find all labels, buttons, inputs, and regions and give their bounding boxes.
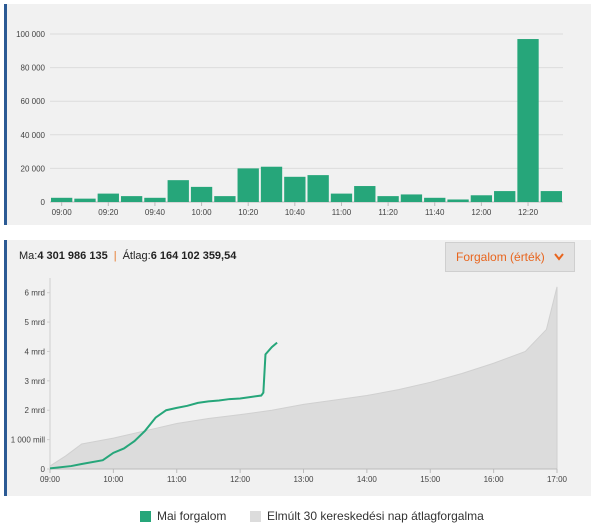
average-turnover-area xyxy=(49,286,558,470)
x-tick-label: 11:20 xyxy=(378,208,398,217)
volume-bar xyxy=(237,168,259,202)
y-tick-label: 2 mrd xyxy=(25,406,45,415)
y-tick-label: 0 xyxy=(41,198,46,207)
y-tick-label: 1 000 mill xyxy=(11,436,45,445)
y-tick-label: 5 mrd xyxy=(25,318,45,327)
today-value: 4 301 986 135 xyxy=(37,250,108,262)
legend-swatch-today xyxy=(140,510,151,522)
y-tick-label: 0 xyxy=(41,465,46,474)
volume-bar xyxy=(260,166,283,202)
average-value: 6 164 102 359,54 xyxy=(150,250,237,262)
volume-bar xyxy=(400,194,423,202)
legend-swatch-average xyxy=(250,510,261,522)
legend-item-today[interactable]: Mai forgalom xyxy=(140,509,226,523)
metric-dropdown-label: Forgalom (érték) xyxy=(456,250,545,264)
y-tick-label: 80 000 xyxy=(21,64,46,73)
volume-bar xyxy=(167,180,189,202)
y-tick-label: 3 mrd xyxy=(25,377,45,386)
x-tick-label: 10:20 xyxy=(238,208,259,217)
cumulative-line-chart: 0 1 000 mill 2 mrd 3 mrd 4 mrd 5 mrd 6 mrd 09:0… xyxy=(11,278,568,484)
volume-bar xyxy=(120,196,143,202)
volume-bar xyxy=(447,199,469,202)
x-tick-label: 09:20 xyxy=(98,208,119,217)
volume-bar xyxy=(144,197,166,202)
x-tick-label: 09:40 xyxy=(145,208,166,217)
chevron-down-icon xyxy=(554,243,564,283)
x-tick-label: 16:00 xyxy=(484,475,505,484)
y-tick-label: 100 000 xyxy=(16,30,45,39)
stats-separator: | xyxy=(113,250,117,262)
chart-legend: Mai forgalom Elmúlt 30 kereskedési nap á… xyxy=(0,509,595,523)
x-tick-label: 09:00 xyxy=(52,208,73,217)
y-tick-label: 4 mrd xyxy=(25,347,45,356)
x-tick-label: 15:00 xyxy=(420,475,441,484)
volume-bar xyxy=(214,196,236,202)
turnover-stats: Ma:4 301 986 135 | Átlag:6 164 102 359,54 xyxy=(19,250,236,262)
volume-bar xyxy=(97,193,119,202)
volume-bar xyxy=(470,195,493,202)
legend-label-average: Elmúlt 30 kereskedési nap átlagforgalma xyxy=(267,509,484,523)
volume-bar-chart: 0 20 000 40 000 60 000 80 000 100 000 09:00 09:… xyxy=(16,30,563,217)
y-tick-label: 6 mrd xyxy=(25,289,45,298)
x-tick-label: 13:00 xyxy=(293,475,314,484)
today-label: Ma: xyxy=(19,250,38,262)
volume-bar xyxy=(424,197,446,202)
x-tick-label: 10:40 xyxy=(285,208,306,217)
volume-bar xyxy=(307,175,329,202)
volume-bar xyxy=(517,39,539,202)
volume-bar xyxy=(190,186,213,202)
x-tick-label: 09:00 xyxy=(40,475,61,484)
y-tick-label: 40 000 xyxy=(21,131,46,140)
x-tick-label: 11:40 xyxy=(425,208,445,217)
metric-dropdown[interactable]: Forgalom (érték) xyxy=(445,242,575,272)
x-tick-label: 14:00 xyxy=(357,475,378,484)
x-tick-label: 12:00 xyxy=(230,475,251,484)
x-tick-label: 11:00 xyxy=(332,208,352,217)
legend-item-average[interactable]: Elmúlt 30 kereskedési nap átlagforgalma xyxy=(250,509,484,523)
volume-bar xyxy=(284,176,306,202)
x-tick-label: 12:00 xyxy=(471,208,492,217)
volume-bar xyxy=(51,197,73,202)
y-tick-label: 60 000 xyxy=(21,97,46,106)
volume-bar xyxy=(354,186,376,202)
x-tick-label: 10:00 xyxy=(192,208,213,217)
average-label: Átlag: xyxy=(122,250,151,262)
y-tick-label: 20 000 xyxy=(21,164,46,173)
x-tick-label: 10:00 xyxy=(103,475,124,484)
x-tick-label: 17:00 xyxy=(547,475,568,484)
x-tick-label: 11:00 xyxy=(167,475,187,484)
today-turnover-line xyxy=(49,341,278,470)
volume-bar xyxy=(377,196,399,202)
volume-bar xyxy=(74,198,96,202)
legend-label-today: Mai forgalom xyxy=(157,509,227,523)
volume-bar xyxy=(330,193,353,202)
volume-bar-chart-panel: 0 20 000 40 000 60 000 80 000 100 000 09:00 09:… xyxy=(4,4,591,225)
cumulative-chart-panel: Ma:4 301 986 135 | Átlag:6 164 102 359,54 … xyxy=(4,240,591,496)
x-tick-label: 12:20 xyxy=(518,208,539,217)
volume-bar xyxy=(494,191,516,202)
volume-bar xyxy=(540,191,562,202)
